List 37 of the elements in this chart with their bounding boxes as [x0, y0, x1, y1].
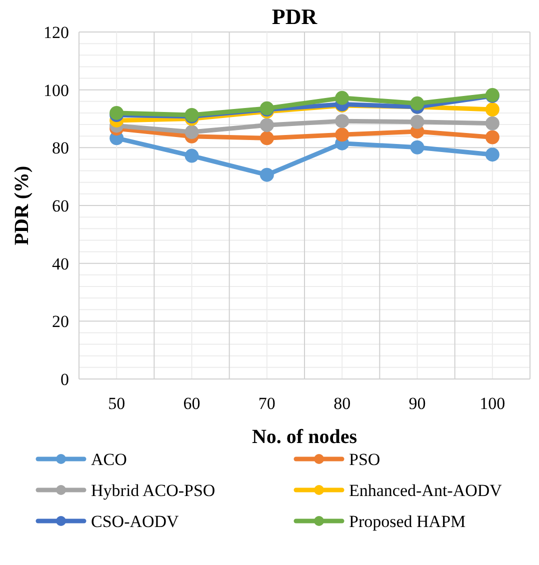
- point: [335, 90, 350, 105]
- point: [184, 125, 199, 140]
- point: [485, 102, 500, 116]
- point: [260, 131, 274, 146]
- legend-label: Enhanced-Ant-AODV: [349, 480, 503, 500]
- point: [335, 128, 350, 142]
- x-axis-title: No. of nodes: [252, 426, 358, 448]
- x-tick-label: 100: [480, 394, 506, 413]
- x-tick-label: 90: [408, 394, 426, 413]
- legend-label: ACO: [91, 450, 127, 469]
- legend-label: PSO: [349, 450, 380, 469]
- chart-title: PDR: [272, 4, 318, 29]
- y-axis-title: PDR (%): [11, 166, 33, 246]
- point: [410, 96, 424, 110]
- point: [335, 114, 350, 128]
- y-tick-label: 60: [52, 196, 69, 216]
- point: [184, 148, 199, 163]
- point: [410, 114, 424, 129]
- y-tick-label: 120: [44, 22, 69, 42]
- y-tick-label: 40: [52, 254, 69, 274]
- point: [260, 118, 274, 132]
- x-tick-label: 70: [258, 394, 276, 413]
- point: [485, 130, 500, 144]
- x-tick-label: 50: [108, 394, 126, 413]
- point: [260, 168, 274, 182]
- legend-label: Hybrid ACO-PSO: [91, 480, 216, 500]
- x-tick-label: 60: [183, 394, 200, 413]
- legend-label: CSO-AODV: [91, 512, 180, 531]
- point: [485, 116, 500, 130]
- y-tick-label: 20: [52, 312, 69, 332]
- legend-label: Proposed HAPM: [349, 512, 466, 531]
- point: [410, 140, 424, 154]
- x-tick-label: 80: [334, 394, 351, 413]
- point: [485, 148, 500, 162]
- y-tick-label: 0: [60, 370, 69, 389]
- y-tick-label: 100: [44, 80, 69, 100]
- y-tick-label: 80: [52, 138, 69, 158]
